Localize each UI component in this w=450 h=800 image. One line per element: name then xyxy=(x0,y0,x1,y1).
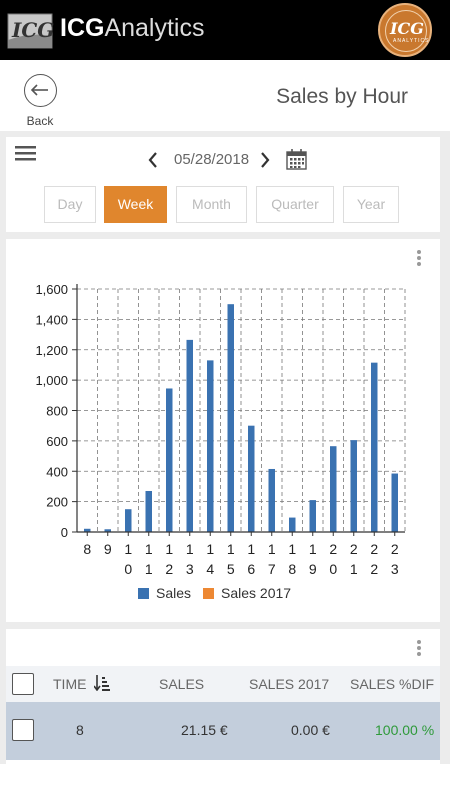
sort-ascending-icon[interactable] xyxy=(94,674,110,691)
bar-sales-10 xyxy=(125,509,132,532)
legend-label-sales-2017: Sales 2017 xyxy=(221,585,291,601)
y-tick-label: 1,000 xyxy=(35,373,68,388)
tab-month[interactable]: Month xyxy=(176,186,247,223)
bar-sales-21 xyxy=(350,440,357,532)
sales-by-hour-chart: 0 200 400 600 800 1,000 1,200 1,400 1,600 8 9 1 0 1 1 1… xyxy=(35,282,406,601)
y-tick-label: 200 xyxy=(46,495,68,510)
bar-sales-12 xyxy=(166,388,173,532)
bar-sales-11 xyxy=(145,490,152,532)
cell-time: 8 xyxy=(76,722,84,738)
tab-year[interactable]: Year xyxy=(343,186,399,223)
table-header xyxy=(6,666,440,702)
x-tick-label: 9 xyxy=(104,541,112,557)
bar-sales-22 xyxy=(371,362,378,532)
avatar-logo-text: ICG xyxy=(390,19,424,38)
brand-bold: ICG xyxy=(60,14,105,42)
bottom-area xyxy=(0,764,450,800)
y-tick-label: 0 xyxy=(61,525,68,540)
avatar-ring xyxy=(385,10,427,52)
y-tick-label: 1,400 xyxy=(35,312,68,327)
more-options-icon[interactable] xyxy=(416,639,422,657)
cell-sales: 21.15 € xyxy=(181,722,228,738)
avatar-logo-subtext: ANALYTICS xyxy=(393,38,430,44)
chevron-left-icon[interactable] xyxy=(146,150,160,170)
row-checkbox[interactable] xyxy=(12,719,34,741)
bar-sales-17 xyxy=(268,468,275,532)
svg-text:ICG: ICG xyxy=(11,18,54,42)
y-tick-label: 800 xyxy=(46,404,68,419)
legend-label-sales: Sales xyxy=(156,585,191,601)
brand-light: Analytics xyxy=(104,14,205,42)
legend-swatch-sales-2017 xyxy=(203,588,214,599)
more-options-icon[interactable] xyxy=(416,249,422,267)
back-label[interactable]: Back xyxy=(26,114,54,128)
bar-sales-20 xyxy=(330,446,337,532)
hamburger-menu-icon[interactable] xyxy=(15,145,36,161)
column-header-time[interactable]: TIME xyxy=(53,676,87,692)
y-tick-label: 600 xyxy=(46,434,68,449)
y-tick-label: 1,200 xyxy=(35,343,68,358)
bar-sales-16 xyxy=(248,425,255,532)
app-header-bar: ICG ICGAnalytics ICG ANALYTICS xyxy=(0,0,450,60)
x-tick-label: 8 xyxy=(83,541,91,557)
arrow-left-icon xyxy=(30,84,48,96)
date-label[interactable]: 05/28/2018 xyxy=(174,151,250,168)
bar-sales-19 xyxy=(309,500,316,532)
bar-sales-23 xyxy=(391,473,398,532)
table-row[interactable] xyxy=(6,702,440,760)
icg-logo: ICG xyxy=(7,13,54,49)
calendar-icon[interactable] xyxy=(286,149,307,170)
column-header-sales[interactable]: SALES xyxy=(159,676,205,692)
user-avatar[interactable]: ICG ANALYTICS xyxy=(378,3,432,57)
tab-week[interactable]: Week xyxy=(104,186,167,223)
bar-sales-14 xyxy=(207,360,214,532)
back-button[interactable] xyxy=(24,74,57,107)
chart-card xyxy=(6,239,440,622)
bar-sales-18 xyxy=(289,517,296,532)
legend-swatch-sales xyxy=(138,588,149,599)
chevron-right-icon[interactable] xyxy=(258,150,272,170)
cell-sales-2017: 0.00 € xyxy=(291,722,330,738)
tab-quarter[interactable]: Quarter xyxy=(256,186,334,223)
column-header-sales-dif[interactable]: SALES %DIF xyxy=(350,676,435,692)
cell-sales-dif: 100.00 % xyxy=(375,722,435,738)
column-header-sales-2017[interactable]: SALES 2017 xyxy=(249,676,330,692)
bar-sales-9 xyxy=(104,529,111,532)
tab-day[interactable]: Day xyxy=(44,186,96,223)
select-all-checkbox[interactable] xyxy=(12,673,34,695)
page-header xyxy=(0,60,450,131)
bar-sales-8 xyxy=(84,528,91,532)
bar-sales-13 xyxy=(186,339,193,532)
app-title: ICGAnalytics xyxy=(60,14,205,43)
bar-sales-15 xyxy=(227,304,234,532)
page-title: Sales by Hour xyxy=(276,85,408,108)
y-tick-label: 1,600 xyxy=(35,282,68,297)
y-tick-label: 400 xyxy=(46,464,68,479)
